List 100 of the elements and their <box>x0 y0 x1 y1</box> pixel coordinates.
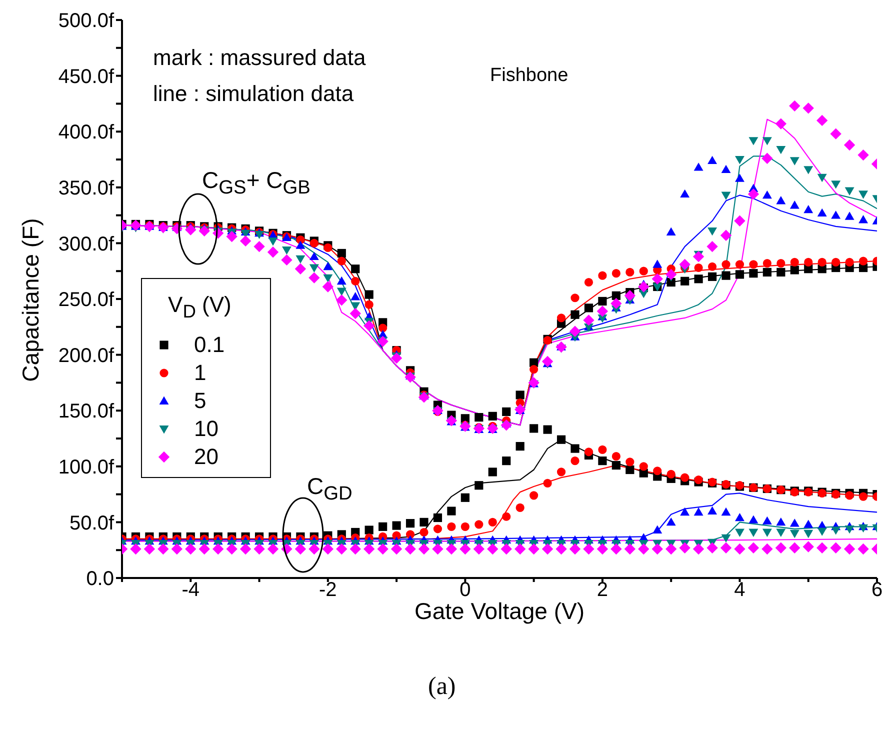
point <box>858 543 869 555</box>
point <box>364 526 374 534</box>
point <box>626 458 634 466</box>
point <box>776 258 786 268</box>
point <box>543 478 552 488</box>
point <box>844 212 854 220</box>
point <box>612 269 620 278</box>
point <box>680 276 690 286</box>
point <box>775 118 786 130</box>
point <box>420 518 428 526</box>
x-tick-label: 6 <box>871 579 883 602</box>
point <box>543 425 552 434</box>
point <box>858 190 868 199</box>
point <box>858 215 868 224</box>
point <box>583 543 594 555</box>
point <box>144 543 156 555</box>
point <box>294 543 306 555</box>
point <box>666 227 676 236</box>
point <box>596 543 608 555</box>
point <box>734 528 744 537</box>
point <box>488 412 497 420</box>
point <box>351 264 360 274</box>
point <box>748 188 760 200</box>
point <box>569 326 581 337</box>
point <box>748 515 758 524</box>
point <box>694 263 703 272</box>
legend-label: 10 <box>194 416 218 442</box>
point <box>460 543 471 555</box>
point <box>487 543 498 555</box>
y-tick-label: 250.0f <box>58 289 114 312</box>
point <box>679 258 690 270</box>
point <box>830 128 842 140</box>
point <box>721 507 731 516</box>
y-axis-title: Capacitance (F) <box>18 218 44 382</box>
point <box>351 276 360 286</box>
point <box>281 254 292 266</box>
legend-label: 0.1 <box>194 332 225 358</box>
point <box>322 543 334 555</box>
point <box>694 507 704 516</box>
annotation: mark : massured data <box>153 45 366 70</box>
point <box>598 456 607 466</box>
y-tick-label: 150.0f <box>58 400 114 423</box>
y-tick-label: 0.0 <box>86 568 114 590</box>
point <box>817 528 827 536</box>
point <box>556 435 566 444</box>
point <box>624 290 636 302</box>
point <box>762 528 772 537</box>
point <box>804 520 814 528</box>
point <box>198 543 210 555</box>
point <box>748 542 760 554</box>
annotation: C$_{GD}$ <box>307 473 352 505</box>
point <box>240 235 252 247</box>
point <box>692 543 704 555</box>
point <box>816 114 828 126</box>
annotation: Fishbone <box>490 65 568 87</box>
point <box>708 227 718 236</box>
point <box>692 251 704 262</box>
point <box>858 524 868 533</box>
point <box>844 525 854 534</box>
point <box>652 543 663 555</box>
point <box>446 543 458 555</box>
annotation: line : simulation data <box>153 81 354 106</box>
point <box>130 543 142 555</box>
point <box>350 308 361 320</box>
point <box>804 530 814 538</box>
point <box>569 543 581 555</box>
point <box>556 468 566 476</box>
point <box>514 543 526 555</box>
point <box>721 192 731 200</box>
point <box>790 200 800 209</box>
point <box>708 262 717 271</box>
y-tick-label: 350.0f <box>58 178 114 200</box>
point <box>596 306 608 317</box>
point <box>474 412 484 422</box>
point <box>336 543 348 555</box>
point <box>336 276 346 285</box>
point <box>845 491 854 500</box>
point <box>666 268 677 280</box>
point <box>789 542 800 554</box>
point <box>474 481 484 490</box>
point <box>762 137 772 146</box>
point <box>776 528 786 537</box>
point <box>626 268 634 277</box>
y-tick-label: 400.0f <box>58 122 114 144</box>
point <box>720 542 732 554</box>
point <box>516 503 524 512</box>
point <box>267 543 279 555</box>
point <box>762 258 772 268</box>
point <box>666 517 676 526</box>
point <box>528 543 540 555</box>
point <box>706 542 718 554</box>
point <box>502 456 511 466</box>
y-tick-label: 300.0f <box>58 233 114 256</box>
point <box>556 341 567 353</box>
point <box>722 260 730 269</box>
point <box>240 230 250 238</box>
point <box>734 513 744 522</box>
point <box>708 272 717 281</box>
point <box>473 543 484 555</box>
point <box>734 543 746 555</box>
